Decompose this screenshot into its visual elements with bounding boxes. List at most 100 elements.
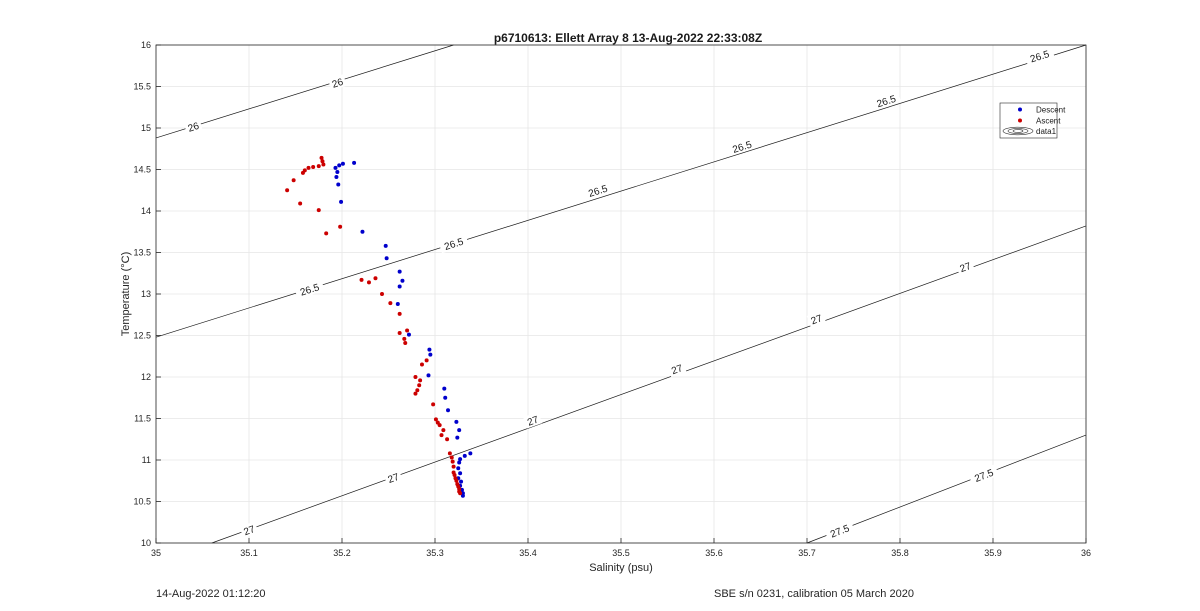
contour-label-text: 26.5: [587, 183, 609, 199]
ascent-point: [379, 292, 384, 296]
ascent-point: [419, 362, 424, 367]
y-tick-label: 12: [141, 372, 151, 382]
x-tick-label: 35.3: [426, 548, 444, 558]
descent-point: [454, 419, 459, 424]
contour-label-bg: [582, 180, 613, 201]
x-tick-label: 35.4: [519, 548, 537, 558]
ascent-point: [454, 478, 459, 483]
ascent-point: [338, 224, 343, 229]
contour-label-text: 26: [331, 77, 345, 91]
ascent-point: [316, 164, 321, 169]
descent-point: [395, 301, 400, 306]
legend-contour-icon: [1002, 126, 1034, 136]
contour-label-text: 27: [810, 313, 825, 327]
contour-label: 27: [667, 360, 687, 378]
contour-label-bg: [806, 310, 826, 328]
legend-label-data1: data1: [1036, 127, 1057, 136]
ascent-point: [388, 301, 393, 306]
sigma-contour-line: [155, 44, 454, 139]
legend-box: [999, 102, 1058, 139]
chart-title: p6710613: Ellett Array 8 13-Aug-2022 22:…: [494, 31, 762, 45]
x-tick-label: 35.8: [891, 548, 909, 558]
series-ascent: [285, 155, 463, 496]
descent-point: [443, 395, 448, 400]
ascent-point: [306, 165, 311, 170]
descent-point: [462, 453, 467, 458]
ascent-point: [373, 276, 378, 281]
contour-label: 27: [383, 469, 403, 486]
contour-label: 27: [955, 258, 975, 275]
contour-label: 26.5: [870, 90, 902, 111]
ascent-point: [449, 455, 454, 460]
ascent-point: [447, 451, 452, 456]
ascent-point: [320, 159, 325, 164]
ascent-point: [397, 331, 402, 336]
descent-point: [334, 174, 339, 179]
ascent-point: [402, 336, 407, 341]
contour-label-bg: [294, 279, 325, 299]
descent-point: [428, 352, 433, 357]
descent-point: [340, 161, 345, 166]
sigma-contour-line: [211, 225, 1087, 544]
y-tick-label: 11.5: [134, 414, 151, 424]
contour-label-bg: [239, 521, 259, 539]
x-tick-label: 35: [151, 548, 161, 558]
contour-label: 26: [327, 74, 347, 91]
y-tick-label: 10: [141, 538, 151, 548]
contour-label-text: 26.5: [876, 94, 898, 110]
y-tick-label: 12.5: [133, 331, 151, 341]
x-axis-label: Salinity (psu): [589, 562, 653, 574]
ascent-point: [439, 433, 444, 438]
y-axis-label: Temperature (°C): [120, 252, 132, 336]
ascent-point: [359, 277, 364, 282]
contour-label-bg: [667, 360, 687, 378]
ascent-point: [424, 358, 429, 363]
legend-label-ascent: Ascent: [1036, 117, 1061, 126]
contour-label-text: 27: [387, 472, 402, 486]
ascent-point: [415, 388, 420, 393]
y-tick-label: 14.5: [133, 165, 151, 175]
contour-label: 27: [523, 411, 543, 429]
x-tick-label: 35.1: [240, 548, 258, 558]
ascent-point: [316, 208, 321, 213]
contour-label: 26.5: [726, 136, 758, 157]
contour-label-bg: [438, 233, 469, 254]
ascent-point: [298, 201, 303, 206]
contour-label: 26.5: [294, 279, 325, 299]
descent-point: [459, 479, 464, 484]
ascent-point: [413, 375, 418, 379]
ascent-point: [285, 188, 290, 193]
ascent-point: [403, 340, 408, 345]
descent-point: [383, 243, 388, 248]
descent-point: [336, 182, 341, 187]
descent-point: [460, 493, 465, 498]
contour-label-bg: [1024, 45, 1055, 66]
descent-point: [458, 457, 463, 462]
ascent-point: [300, 170, 305, 175]
descent-point: [400, 278, 405, 283]
ascent-point: [417, 383, 422, 388]
contour-label-text: 26.5: [731, 139, 753, 155]
sigma-contour-line: [806, 434, 1087, 544]
descent-point: [337, 163, 342, 168]
contour-label-text: 27: [670, 363, 685, 377]
descent-point: [352, 160, 357, 165]
ascent-point: [321, 162, 326, 167]
y-tick-label: 13.5: [133, 248, 151, 258]
contour-label-text: 26.5: [1029, 49, 1051, 65]
y-tick-label: 13: [141, 289, 151, 299]
contour-label-text: 26: [187, 121, 201, 135]
ascent-point: [441, 428, 446, 433]
contour-label-bg: [183, 118, 203, 135]
x-tick-label: 35.7: [798, 548, 816, 558]
descent-point: [397, 269, 402, 274]
contour-label: 27: [239, 521, 259, 539]
x-tick-label: 35.2: [333, 548, 351, 558]
descent-point: [333, 165, 338, 170]
contour-label-text: 27: [526, 414, 541, 428]
grid-lines: [155, 44, 1087, 544]
descent-point: [456, 466, 461, 471]
y-tick-label: 15: [141, 123, 151, 133]
ascent-point: [445, 437, 450, 442]
